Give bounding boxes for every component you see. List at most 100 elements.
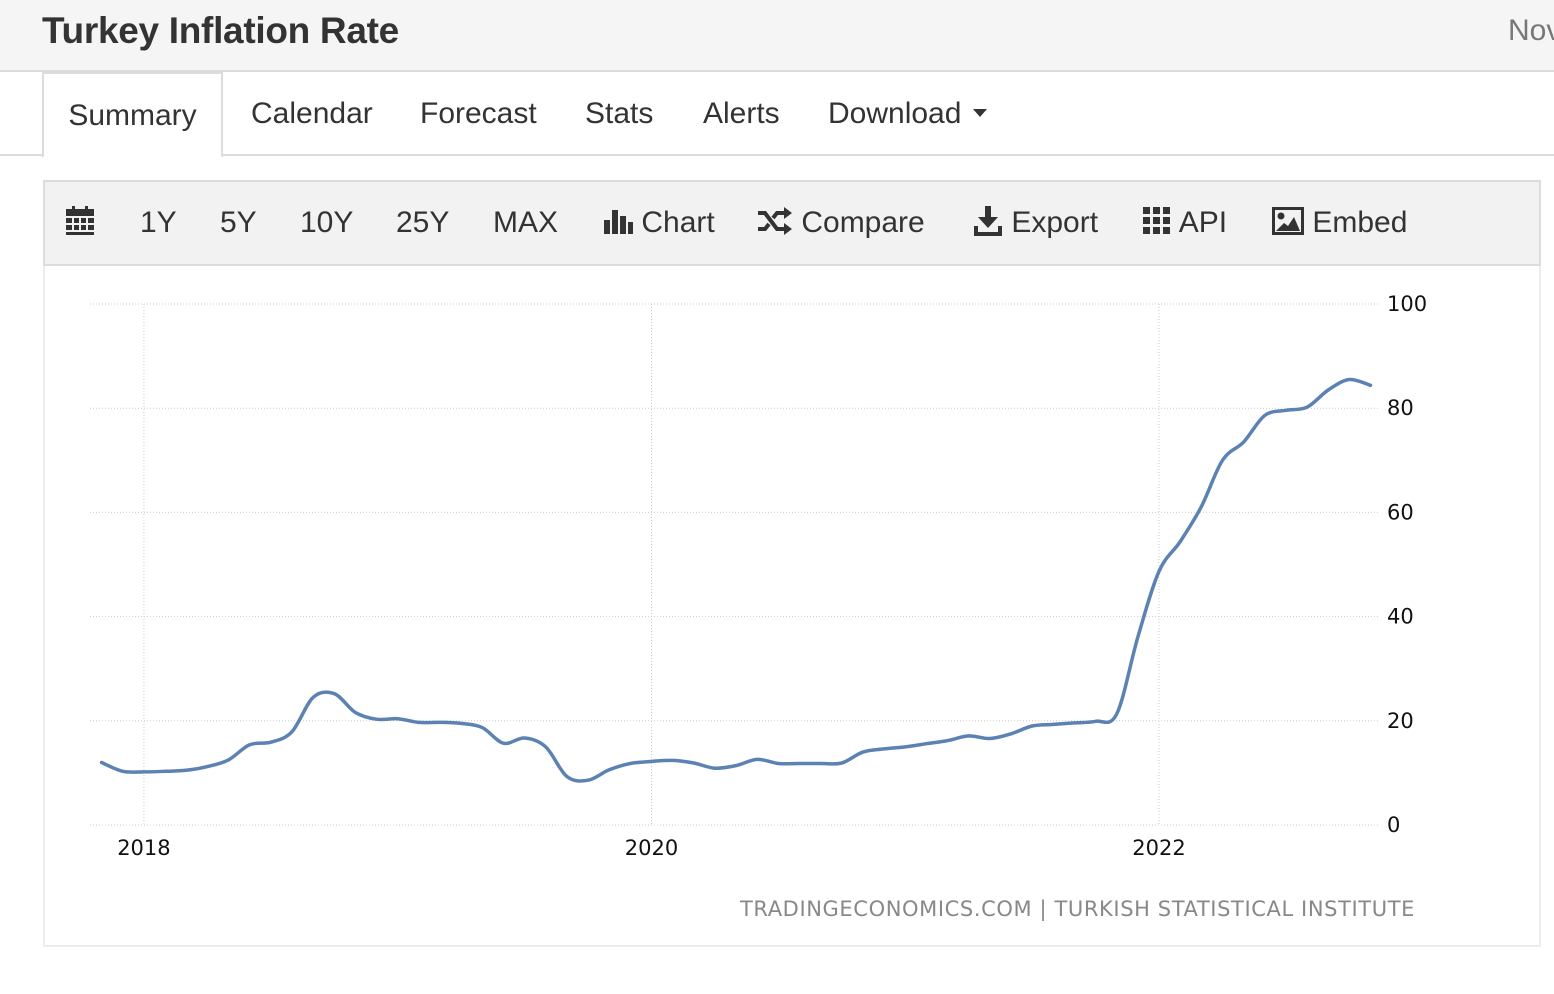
data-point [628, 762, 632, 766]
bar-chart-icon [604, 210, 633, 235]
tab-download-label: Download [828, 97, 962, 130]
data-point [1242, 440, 1246, 444]
data-point [607, 768, 611, 772]
data-point [924, 742, 928, 746]
data-point [353, 710, 357, 714]
range-25y-button[interactable]: 25Y [396, 206, 450, 239]
chart-toolbar: 1Y 5Y 10Y 25Y MAX Chart Compare Expor [43, 180, 1541, 266]
x-tick-label: 2018 [117, 836, 170, 860]
data-point [544, 745, 548, 749]
data-point [586, 778, 590, 782]
tab-stats[interactable]: Stats [585, 97, 654, 130]
data-point [459, 721, 463, 725]
y-tick-label: 0 [1387, 813, 1400, 837]
api-button-label: API [1178, 206, 1228, 239]
data-point [1072, 721, 1076, 725]
data-point [1009, 732, 1013, 736]
data-point [248, 743, 252, 747]
x-tick-label: 2022 [1132, 836, 1185, 860]
calendar-icon [66, 206, 94, 236]
data-point [121, 769, 125, 773]
data-point [311, 695, 315, 699]
data-point [692, 761, 696, 765]
calendar-button[interactable] [65, 182, 95, 264]
data-point [1199, 505, 1203, 509]
data-point [734, 764, 738, 768]
tab-forecast[interactable]: Forecast [420, 97, 537, 130]
series-points [100, 378, 1373, 783]
export-button[interactable]: Export [973, 182, 1098, 264]
page-title: Turkey Inflation Rate [42, 10, 399, 51]
data-point [332, 692, 336, 696]
tab-summary[interactable]: Summary [42, 72, 223, 158]
data-point [480, 726, 484, 730]
data-point [227, 758, 231, 762]
data-point [946, 739, 950, 743]
data-point [1094, 719, 1098, 723]
image-icon [1272, 207, 1304, 236]
export-button-label: Export [1011, 206, 1099, 239]
y-axis: 0 20 40 60 80 100 [1387, 292, 1427, 837]
tab-alerts[interactable]: Alerts [703, 97, 780, 130]
y-tick-label: 40 [1387, 605, 1414, 629]
chart-button-label: Chart [641, 206, 715, 239]
data-point [649, 759, 653, 763]
data-point [1326, 388, 1330, 392]
chart-panel: 0 20 40 60 80 100 2018 2020 2022 TRADINGECONOMI… [43, 266, 1541, 947]
x-axis: 2018 2020 2022 [117, 836, 1186, 860]
tab-bar: Summary Calendar Forecast Stats Alerts D… [0, 72, 1554, 158]
data-point [819, 762, 823, 766]
data-point [1051, 722, 1055, 726]
x-tick-label: 2020 [625, 836, 678, 860]
data-point [269, 740, 273, 744]
data-point [523, 736, 527, 740]
compare-button[interactable]: Compare [757, 182, 925, 264]
data-point [184, 768, 188, 772]
embed-button[interactable]: Embed [1272, 182, 1407, 264]
data-point [100, 760, 104, 764]
inflation-line-chart: 0 20 40 60 80 100 2018 2020 2022 TRADINGECONOMI… [90, 292, 1427, 922]
data-point [798, 762, 802, 766]
data-point [163, 769, 167, 773]
range-max-button[interactable]: MAX [493, 206, 559, 239]
source-credit: TRADINGECONOMICS.COM | TURKISH STATISTIC… [739, 897, 1415, 922]
y-tick-label: 20 [1387, 709, 1414, 733]
caret-down-icon [973, 109, 988, 118]
data-point [903, 745, 907, 749]
data-point [861, 750, 865, 754]
data-point [142, 770, 146, 774]
data-point [967, 734, 971, 738]
tab-calendar[interactable]: Calendar [251, 97, 373, 130]
chart-button[interactable]: Chart [603, 182, 715, 264]
data-point [501, 741, 505, 745]
shuffle-icon [758, 207, 792, 236]
data-point [1305, 405, 1309, 409]
data-point [1347, 378, 1351, 382]
data-point [1368, 383, 1372, 387]
range-1y-button[interactable]: 1Y [140, 206, 177, 239]
grid-icon [1143, 207, 1170, 235]
header-date: Nov [1508, 14, 1554, 47]
data-point [671, 758, 675, 762]
y-tick-label: 100 [1387, 292, 1427, 316]
api-button[interactable]: API [1142, 182, 1227, 264]
series-line [99, 377, 1373, 783]
data-point [565, 775, 569, 779]
grid [90, 303, 1380, 826]
data-point [1157, 569, 1161, 573]
data-point [988, 737, 992, 741]
data-point [375, 717, 379, 721]
range-5y-button[interactable]: 5Y [220, 206, 257, 239]
range-10y-button[interactable]: 10Y [300, 206, 354, 239]
data-point [713, 766, 717, 770]
data-point [1178, 540, 1182, 544]
data-point [755, 757, 759, 761]
data-point [1115, 712, 1119, 716]
data-point [776, 762, 780, 766]
data-point [417, 720, 421, 724]
embed-button-label: Embed [1312, 206, 1408, 239]
tab-download[interactable]: Download [828, 72, 988, 156]
data-point [1263, 413, 1267, 417]
data-point [205, 765, 209, 769]
compare-button-label: Compare [801, 206, 925, 239]
